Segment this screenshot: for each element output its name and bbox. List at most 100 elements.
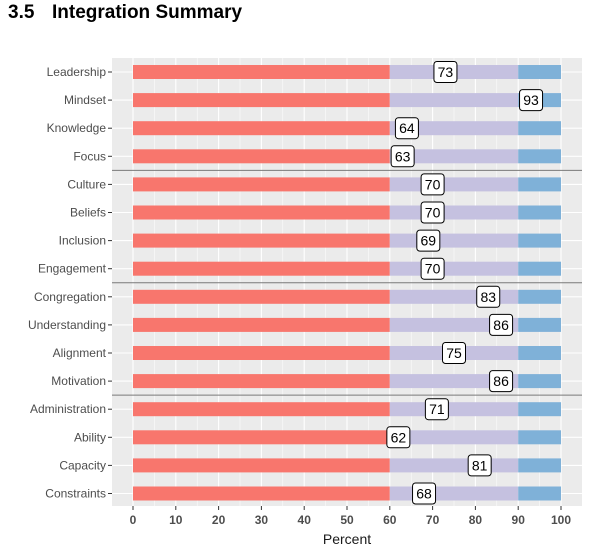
x-tick-label: 10 [169,513,183,527]
bar-segment-3 [518,149,561,164]
category-label: Focus [73,149,106,163]
category-label: Culture [67,177,106,191]
x-tick-label: 40 [298,513,312,527]
value-label-box [412,482,437,505]
value-label: 70 [425,261,441,277]
value-label-box [476,285,501,308]
bar-segment-1 [133,93,390,108]
bar-segment-2 [389,486,519,501]
value-label: 68 [416,486,432,502]
category-label: Capacity [59,458,106,472]
bar-segment-1 [133,346,390,360]
category-label: Inclusion [59,234,106,248]
x-tick-label: 70 [426,513,440,527]
value-label-box [442,342,466,364]
bar-segment-1 [133,486,390,501]
value-label-box [420,173,445,196]
value-label: 70 [425,176,441,192]
value-label: 93 [523,92,539,108]
bar-segment-3 [518,65,561,79]
bar-segment-3 [518,430,561,445]
value-label: 70 [425,205,441,221]
bar-segment-2 [389,93,519,108]
bar-segment-3 [518,177,561,192]
x-tick-label: 30 [255,513,269,527]
bar-segment-2 [389,205,519,220]
bar-segment-3 [518,458,561,473]
bar-segment-1 [133,261,390,276]
category-label: Motivation [51,374,106,388]
value-label: 83 [480,289,496,305]
bars [133,65,561,501]
category-label: Administration [30,402,106,416]
value-label-box [420,257,445,280]
bar-segment-3 [518,205,561,220]
bar-segment-1 [133,374,390,389]
bar-segment-1 [133,121,390,136]
category-label: Engagement [38,262,107,276]
bar-segment-3 [518,289,561,304]
bar-segment-3 [518,233,561,248]
bar-segment-1 [133,177,390,192]
bar-segment-2 [389,261,519,276]
value-label-box [420,201,445,224]
bar-segment-2 [389,402,519,417]
x-tick-label: 80 [469,513,483,527]
bar-segment-3 [518,121,561,136]
section-number: 3.5 [8,2,35,23]
value-label: 71 [429,401,445,417]
value-label: 63 [395,148,411,164]
category-label: Constraints [45,487,106,501]
category-label: Congregation [34,290,106,304]
value-label-box [519,89,544,112]
value-label: 75 [446,345,462,361]
value-labels: 73 93 64 63 70 70 69 70 83 86 75 86 71 62 81 68 [386,61,544,505]
x-axis-title: Percent [323,531,371,547]
x-tick-label: 0 [130,513,137,527]
x-tick-label: 60 [383,513,397,527]
category-label: Mindset [64,93,107,107]
bar-segment-2 [389,233,519,248]
value-label: 64 [399,120,415,136]
bar-segment-1 [133,233,390,248]
x-axis: 0 10 20 30 40 50 60 70 80 90 100 [130,506,571,527]
value-label-box [386,426,411,449]
bar-segment-2 [389,121,519,136]
bar-segment-3 [518,374,561,389]
value-label-box [489,370,514,393]
category-label: Leadership [47,65,107,79]
bar-segment-1 [133,205,390,220]
x-tick-label: 100 [551,513,571,527]
value-label-box [433,61,458,83]
bar-segment-3 [518,346,561,360]
value-label-box [467,454,492,477]
bar-segment-2 [389,149,519,164]
category-label: Alignment [53,346,107,360]
section-heading: 3.5 Integration Summary [8,2,242,24]
value-label: 86 [493,317,509,333]
bar-segment-1 [133,149,390,164]
value-label: 62 [391,429,407,445]
bar-segment-1 [133,458,390,473]
value-label: 69 [421,233,437,249]
category-label: Understanding [28,318,106,332]
bar-segment-3 [518,261,561,276]
bar-segment-3 [518,402,561,417]
bar-segment-1 [133,430,390,445]
bar-segment-1 [133,65,390,79]
bar-segment-2 [389,317,519,332]
value-label-box [390,145,415,168]
value-label-box [489,313,514,336]
value-label: 73 [438,64,454,80]
value-label: 81 [472,457,488,473]
bar-segment-2 [389,374,519,389]
value-label-box [424,398,449,421]
bar-segment-3 [518,317,561,332]
x-tick-label: 20 [212,513,226,527]
section-title: Integration Summary [52,2,243,23]
bar-segment-2 [389,458,519,473]
category-label: Beliefs [70,206,106,220]
group-separators [112,169,582,396]
x-tick-label: 50 [340,513,354,527]
